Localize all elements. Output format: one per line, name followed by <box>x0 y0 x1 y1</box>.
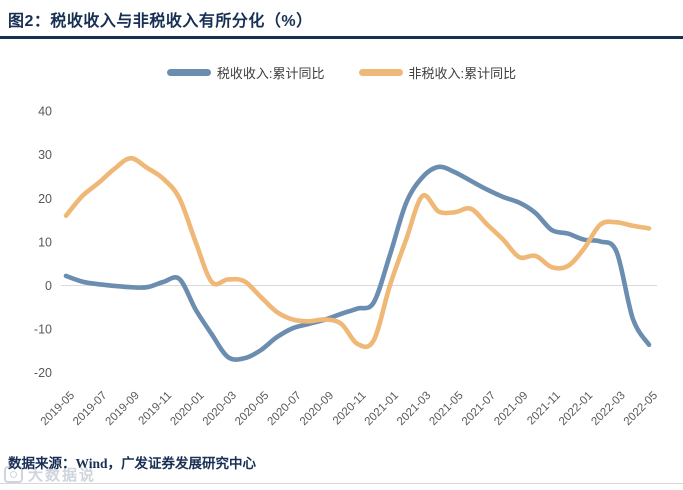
line-chart-area: 40 30 20 10 0 -10 -20 2019-05 2019-07 2019-09 2019… <box>0 90 683 462</box>
x-axis-tick-label: 2022-05 <box>622 390 660 428</box>
x-axis-tick-label: 2019-09 <box>104 390 142 428</box>
y-axis-tick-label: 10 <box>38 235 52 249</box>
figure-title: 图2：税收收入与非税收入有所分化（%） <box>8 13 313 30</box>
legend-item-tax: 税收收入:累计同比 <box>166 63 325 82</box>
y-axis-tick-label: -10 <box>34 323 52 337</box>
x-axis-tick-label: 2020-07 <box>266 390 304 428</box>
title-divider <box>0 36 683 39</box>
series-line-nontax <box>63 155 652 350</box>
y-axis-tick-label: 0 <box>45 279 52 293</box>
x-axis-tick-label: 2021-09 <box>492 390 530 428</box>
bottom-divider <box>0 483 683 484</box>
x-axis-tick-label: 2020-03 <box>201 390 239 428</box>
x-axis-tick-label: 2020-11 <box>331 390 369 428</box>
watermark: 大数据说 <box>4 464 96 485</box>
x-axis-tick-label: 2021-05 <box>427 390 465 428</box>
x-axis-tick-label: 2021-01 <box>363 390 401 428</box>
x-axis-tick-label: 2021-03 <box>395 390 433 428</box>
nontax-line-swatch-icon <box>358 68 403 76</box>
x-axis-tick-label: 2021-07 <box>460 390 498 428</box>
x-axis-tick-label: 2019-05 <box>39 390 77 428</box>
x-axis-tick-label: 2021-11 <box>525 390 563 428</box>
y-axis-tick-label: -20 <box>34 366 52 380</box>
data-source-note: 数据来源：Wind，广发证券发展研究中心 <box>8 456 257 471</box>
line-chart: 40 30 20 10 0 -10 -20 2019-052019-072019-092019… <box>34 105 660 428</box>
x-axis-tick-label: 2022-01 <box>557 390 595 428</box>
legend-item-nontax: 非税收入:累计同比 <box>358 63 517 82</box>
x-axis-tick-label: 2019-07 <box>71 390 109 428</box>
watermark-logo-icon <box>4 466 23 483</box>
legend-label-tax: 税收收入:累计同比 <box>216 65 325 81</box>
watermark-text: 大数据说 <box>28 467 97 484</box>
x-axis-tick-label: 2022-03 <box>589 390 627 428</box>
x-axis-tick-label: 2020-05 <box>233 390 271 428</box>
chart-legend: 税收收入:累计同比 非税收入:累计同比 <box>0 63 683 81</box>
y-axis-tick-label: 40 <box>38 105 52 119</box>
legend-label-nontax: 非税收入:累计同比 <box>408 65 517 81</box>
y-axis-tick-label: 30 <box>38 148 52 162</box>
series-line-tax <box>63 164 652 362</box>
x-axis-tick-label: 2020-09 <box>298 390 336 428</box>
tax-line-swatch-icon <box>166 68 211 76</box>
y-axis-tick-label: 20 <box>38 192 52 206</box>
x-axis-tick-label: 2019-11 <box>137 390 175 428</box>
x-axis-tick-label: 2020-01 <box>168 390 206 428</box>
